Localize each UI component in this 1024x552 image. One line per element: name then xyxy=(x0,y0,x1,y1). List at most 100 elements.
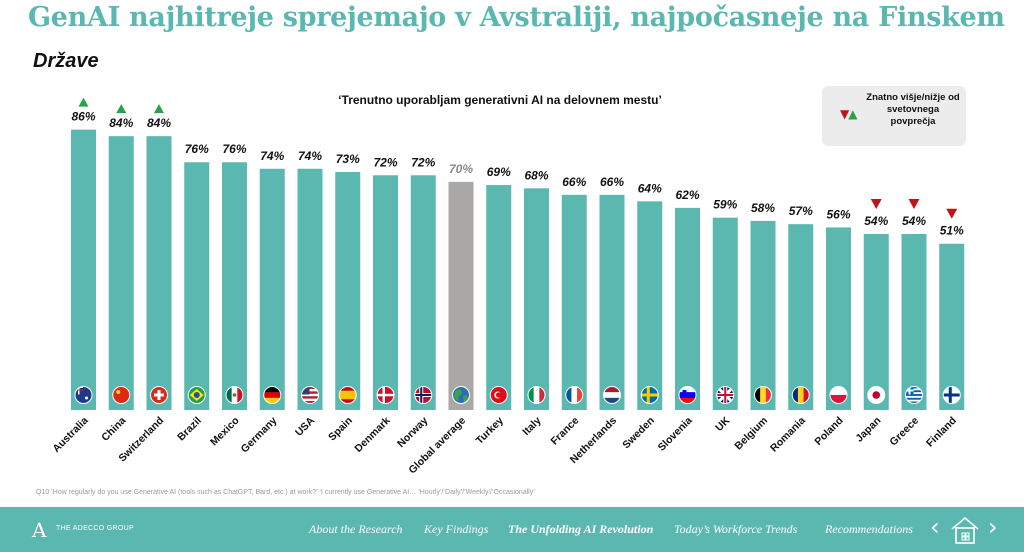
belgium-flag-icon xyxy=(754,386,772,404)
mexico-flag-icon xyxy=(225,386,244,404)
category-label-germany: Germany xyxy=(239,415,280,456)
bar-brazil xyxy=(184,162,210,410)
category-label-belgium: Belgium xyxy=(732,415,770,453)
up-triangle-icon xyxy=(116,104,127,114)
data-label-japan: 54% xyxy=(864,214,888,228)
category-label-finland: Finland xyxy=(924,415,959,450)
bar-mexico xyxy=(222,162,247,410)
uk-flag-icon xyxy=(716,386,735,404)
bar-belgium xyxy=(750,220,776,410)
data-label-spain: 73% xyxy=(336,152,360,166)
data-label-norway: 72% xyxy=(411,155,435,169)
data-label-poland: 56% xyxy=(826,207,850,221)
nav-unfolding-ai-revolution[interactable]: The Unfolding AI Revolution xyxy=(508,522,654,536)
bar-slovenia xyxy=(675,207,700,410)
bar-romania xyxy=(788,224,814,410)
down-triangle-icon xyxy=(870,198,882,209)
poland-flag-icon xyxy=(829,386,848,404)
data-label-turkey: 69% xyxy=(487,165,511,179)
norway-flag-icon xyxy=(414,386,433,404)
legend-text: Znatno višje/nižje od svetovnega povpreč… xyxy=(866,92,960,127)
spain-flag-icon xyxy=(338,386,357,404)
bar-chart: 86%Australia84%China84%Switzerland76%Bra… xyxy=(50,97,965,476)
bar-italy xyxy=(524,188,549,410)
france-flag-icon xyxy=(565,386,584,404)
category-label-norway: Norway xyxy=(395,415,430,450)
data-label-brazil: 76% xyxy=(185,142,209,156)
denmark-flag-icon xyxy=(376,386,395,404)
data-label-france: 66% xyxy=(562,175,586,189)
brazil-flag-icon xyxy=(187,386,206,404)
greece-flag-icon xyxy=(905,386,923,404)
nav-key-findings[interactable]: Key Findings xyxy=(424,522,489,536)
sweden-flag-icon xyxy=(640,386,659,404)
bar-turkey xyxy=(486,185,512,410)
chevron-left-icon[interactable]: ‹ xyxy=(930,513,940,541)
bar-usa xyxy=(297,168,323,410)
category-label-greece: Greece xyxy=(887,415,921,449)
bar-france xyxy=(561,194,587,410)
nav-recommendations[interactable]: Recommendations xyxy=(825,522,913,536)
adecco-logo-icon: A xyxy=(32,518,47,542)
bar-norway xyxy=(410,175,436,410)
data-label-netherlands: 66% xyxy=(600,175,624,189)
bar-switzerland xyxy=(146,136,172,410)
category-label-romania: Romania xyxy=(768,415,808,455)
category-label-china: China xyxy=(99,415,128,444)
footer-bar: A THE ADECCO GROUP About the Research Ke… xyxy=(0,507,1024,552)
chevron-right-icon[interactable]: › xyxy=(988,513,998,541)
china-flag-icon xyxy=(112,386,131,404)
category-label-italy: Italy xyxy=(520,415,543,438)
data-label-denmark: 72% xyxy=(373,155,397,169)
turkey-flag-icon xyxy=(489,386,508,404)
home-icon[interactable] xyxy=(948,513,982,547)
data-label-finland: 51% xyxy=(940,224,964,238)
netherlands-flag-icon xyxy=(603,386,621,404)
bar-spain xyxy=(335,172,361,410)
bar-germany xyxy=(259,168,285,410)
down-triangle-icon: ▼ xyxy=(840,107,850,121)
significance-legend: ▼▲ Znatno višje/nižje od svetovnega povp… xyxy=(822,86,966,146)
usa-flag-icon xyxy=(301,386,319,404)
data-label-belgium: 58% xyxy=(751,201,775,215)
switzerland-flag-icon xyxy=(150,386,168,404)
category-label-australia: Australia xyxy=(50,415,90,455)
category-label-mexico: Mexico xyxy=(208,415,242,449)
down-triangle-icon xyxy=(946,208,958,219)
up-triangle-icon: ▲ xyxy=(848,107,858,121)
bar-poland xyxy=(826,227,851,410)
footnote: Q10 ‘How regularly do you use Generative… xyxy=(36,489,535,496)
germany-flag-icon xyxy=(263,386,282,404)
globe-icon xyxy=(452,386,470,404)
data-label-switzerland: 84% xyxy=(147,116,171,130)
category-label-poland: Poland xyxy=(812,415,845,448)
nav-about-research[interactable]: About the Research xyxy=(309,522,403,536)
category-label-slovenia: Slovenia xyxy=(656,415,695,454)
category-label-denmark: Denmark xyxy=(352,415,392,455)
legend-arrows: ▼▲ xyxy=(840,108,857,120)
data-label-romania: 57% xyxy=(789,204,813,218)
finland-flag-icon xyxy=(942,386,961,404)
bar-japan xyxy=(863,233,889,410)
category-label-sweden: Sweden xyxy=(620,415,657,452)
bar-greece xyxy=(901,233,927,410)
category-label-spain: Spain xyxy=(326,415,355,444)
bar-uk xyxy=(712,217,738,410)
nav-workforce-trends[interactable]: Today’s Workforce Trends xyxy=(674,522,798,536)
italy-flag-icon xyxy=(527,386,546,404)
data-label-greece: 54% xyxy=(902,214,926,228)
down-triangle-icon xyxy=(908,198,920,209)
page-title: GenAI najhitreje sprejemajo v Avstraliji… xyxy=(28,2,1005,33)
category-label-uk: UK xyxy=(713,414,733,434)
australia-flag-icon xyxy=(74,386,93,404)
slovenia-flag-icon xyxy=(678,386,697,404)
category-label-france: France xyxy=(549,415,582,448)
data-label-usa: 74% xyxy=(298,149,322,163)
category-label-brazil: Brazil xyxy=(175,415,204,444)
data-label-global-average: 70% xyxy=(449,162,473,176)
bar-denmark xyxy=(373,175,398,410)
data-label-mexico: 76% xyxy=(222,142,246,156)
chart-title: ‘Trenutno uporabljam generativni AI na d… xyxy=(338,93,662,107)
bar-china xyxy=(108,136,134,410)
data-label-australia: 86% xyxy=(71,110,95,124)
